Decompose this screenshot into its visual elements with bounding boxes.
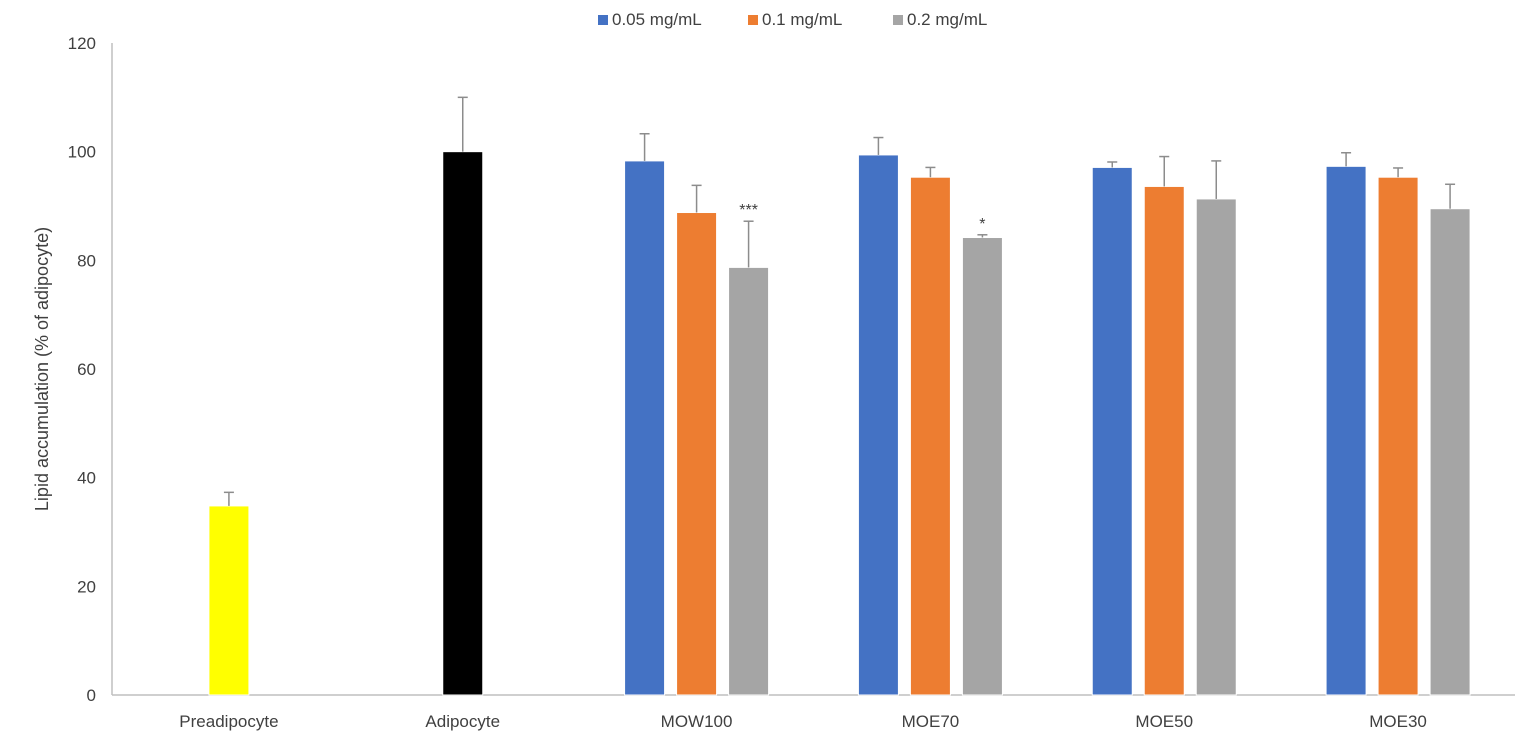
- x-tick-label: Adipocyte: [425, 712, 500, 731]
- bar: [208, 505, 250, 696]
- bars: ****: [208, 96, 1471, 696]
- y-axis: 0 20 40 60 80 100 120: [68, 34, 113, 705]
- bar: [909, 176, 951, 696]
- bar: [1143, 185, 1185, 696]
- bar: [857, 154, 899, 696]
- y-tick-label: 120: [68, 34, 96, 53]
- y-tick-label: 60: [77, 360, 96, 379]
- x-axis: Preadipocyte Adipocyte MOW100 MOE70 MOE50 MOE…: [112, 694, 1515, 731]
- legend-label: 0.1 mg/mL: [762, 10, 842, 29]
- significance-label: *: [979, 216, 985, 233]
- legend-swatch: [598, 15, 608, 25]
- bar: [1091, 166, 1133, 696]
- bar: [1325, 165, 1367, 696]
- y-axis-title: Lipid accumulation (% of adipocyte): [32, 227, 52, 511]
- y-tick-label: 100: [68, 143, 96, 162]
- legend-label: 0.2 mg/mL: [907, 10, 987, 29]
- x-tick-label: MOE30: [1369, 712, 1427, 731]
- significance-label: ***: [739, 202, 758, 219]
- bar: [728, 266, 770, 696]
- bar: [961, 237, 1003, 696]
- bar: [1377, 176, 1419, 696]
- legend-swatch: [893, 15, 903, 25]
- y-tick-label: 40: [77, 469, 96, 488]
- y-tick-label: 0: [87, 686, 96, 705]
- legend: 0.05 mg/mL 0.1 mg/mL 0.2 mg/mL: [598, 10, 987, 29]
- y-tick-label: 20: [77, 577, 96, 596]
- bar: [442, 151, 484, 696]
- legend-swatch: [748, 15, 758, 25]
- x-tick-label: MOW100: [661, 712, 733, 731]
- x-tick-label: MOE50: [1135, 712, 1193, 731]
- bar: [676, 212, 718, 696]
- bar: [1195, 198, 1237, 696]
- x-tick-label: MOE70: [902, 712, 960, 731]
- bar: [624, 160, 666, 696]
- y-tick-label: 80: [77, 251, 96, 270]
- x-tick-label: Preadipocyte: [179, 712, 278, 731]
- bar: [1429, 208, 1471, 696]
- legend-label: 0.05 mg/mL: [612, 10, 702, 29]
